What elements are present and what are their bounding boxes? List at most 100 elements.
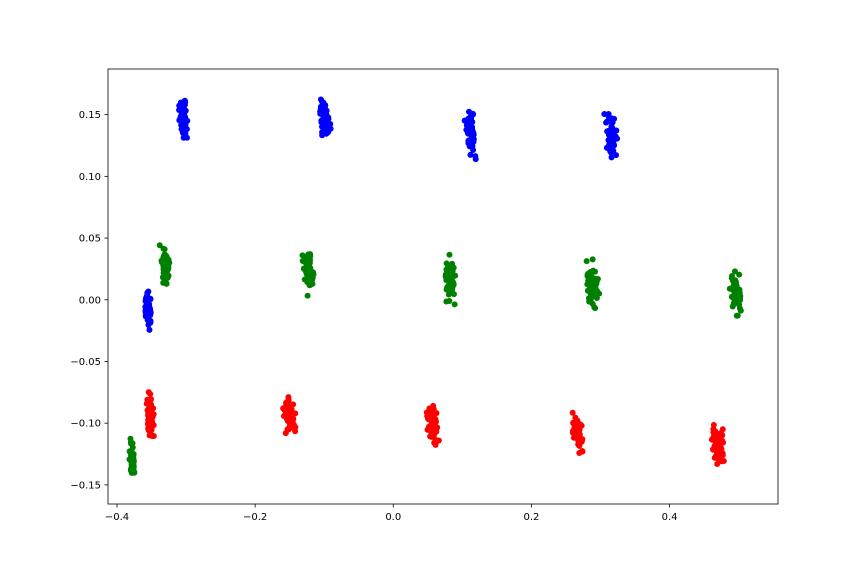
data-point: [177, 114, 184, 121]
x-tick-label: 0.2: [523, 512, 539, 523]
data-point: [472, 156, 479, 163]
cluster-0-4: [142, 288, 154, 333]
cluster-1-1: [299, 251, 317, 299]
data-point: [428, 413, 435, 420]
y-tick-label: −0.15: [70, 480, 101, 491]
data-point: [286, 412, 293, 419]
data-point: [429, 426, 436, 433]
data-point: [286, 419, 293, 426]
cluster-1-2: [442, 251, 459, 308]
data-point: [606, 137, 613, 144]
data-point: [147, 295, 154, 302]
series-1: [126, 242, 744, 476]
data-point: [465, 140, 472, 147]
data-point: [292, 428, 299, 435]
data-point: [591, 288, 598, 295]
data-point: [575, 437, 582, 444]
data-point: [714, 461, 721, 468]
data-point: [443, 277, 450, 284]
data-point: [182, 99, 189, 106]
data-point: [145, 316, 152, 323]
data-point: [163, 267, 170, 274]
cluster-2-1: [280, 394, 299, 437]
data-point: [149, 420, 156, 427]
data-point: [467, 151, 474, 158]
plot-frame: [107, 68, 779, 505]
data-point: [299, 252, 306, 259]
data-point: [179, 129, 186, 136]
data-point: [320, 109, 327, 116]
data-point: [451, 301, 458, 308]
data-point: [608, 154, 615, 161]
data-point: [574, 425, 581, 432]
data-point: [611, 115, 618, 122]
data-point: [603, 119, 610, 126]
data-point: [591, 275, 598, 282]
data-point: [127, 435, 134, 442]
data-point: [606, 132, 613, 139]
data-point: [613, 152, 620, 159]
data-point: [301, 276, 308, 283]
data-point: [320, 114, 327, 121]
cluster-0-2: [461, 108, 479, 163]
data-point: [610, 137, 617, 144]
data-point: [736, 305, 743, 312]
data-point: [718, 458, 725, 465]
cluster-1-5: [126, 435, 138, 476]
data-point: [325, 129, 332, 136]
x-tick-label: −0.2: [243, 512, 267, 523]
data-point: [450, 291, 457, 298]
x-tick-label: −0.4: [105, 512, 129, 523]
cluster-0-0: [176, 97, 191, 141]
data-point: [309, 274, 316, 281]
data-point: [149, 410, 156, 417]
series-0: [142, 96, 621, 333]
data-point: [448, 275, 455, 282]
points-layer: [126, 96, 744, 476]
data-point: [162, 259, 169, 266]
data-point: [736, 271, 743, 278]
x-tick-label: 0.0: [385, 512, 401, 523]
data-point: [601, 110, 608, 117]
data-point: [735, 297, 742, 304]
x-tick-label: 0.4: [662, 512, 678, 523]
y-axis: −0.15 −0.10 −0.05 0.00 0.05 0.10 0.15: [70, 110, 108, 491]
data-point: [446, 285, 453, 292]
data-point: [180, 107, 187, 114]
data-point: [128, 465, 135, 472]
cluster-2-0: [143, 389, 157, 439]
data-point: [160, 254, 167, 261]
data-point: [129, 444, 136, 451]
data-point: [445, 263, 452, 270]
data-point: [712, 436, 719, 443]
data-point: [468, 134, 475, 141]
data-point: [570, 420, 577, 427]
y-tick-label: 0.00: [79, 295, 101, 306]
data-point: [156, 242, 163, 249]
y-tick-label: 0.05: [79, 234, 101, 245]
data-point: [731, 280, 738, 287]
data-point: [730, 301, 737, 308]
data-point: [182, 121, 189, 128]
data-point: [304, 292, 311, 299]
data-point: [461, 117, 468, 124]
data-point: [150, 433, 157, 439]
data-point: [710, 422, 717, 429]
x-axis: −0.4 −0.2 0.0 0.2 0.4: [105, 504, 678, 523]
data-point: [466, 108, 473, 115]
data-point: [576, 442, 583, 449]
data-point: [428, 422, 435, 429]
cluster-2-4: [708, 422, 727, 468]
data-point: [717, 450, 724, 457]
data-point: [432, 441, 439, 448]
data-point: [319, 104, 326, 111]
data-point: [443, 298, 450, 305]
data-point: [733, 312, 740, 319]
data-point: [145, 303, 152, 310]
data-point: [283, 399, 290, 406]
data-point: [605, 110, 612, 117]
data-point: [716, 445, 723, 452]
data-point: [292, 410, 299, 417]
data-point: [579, 448, 586, 455]
